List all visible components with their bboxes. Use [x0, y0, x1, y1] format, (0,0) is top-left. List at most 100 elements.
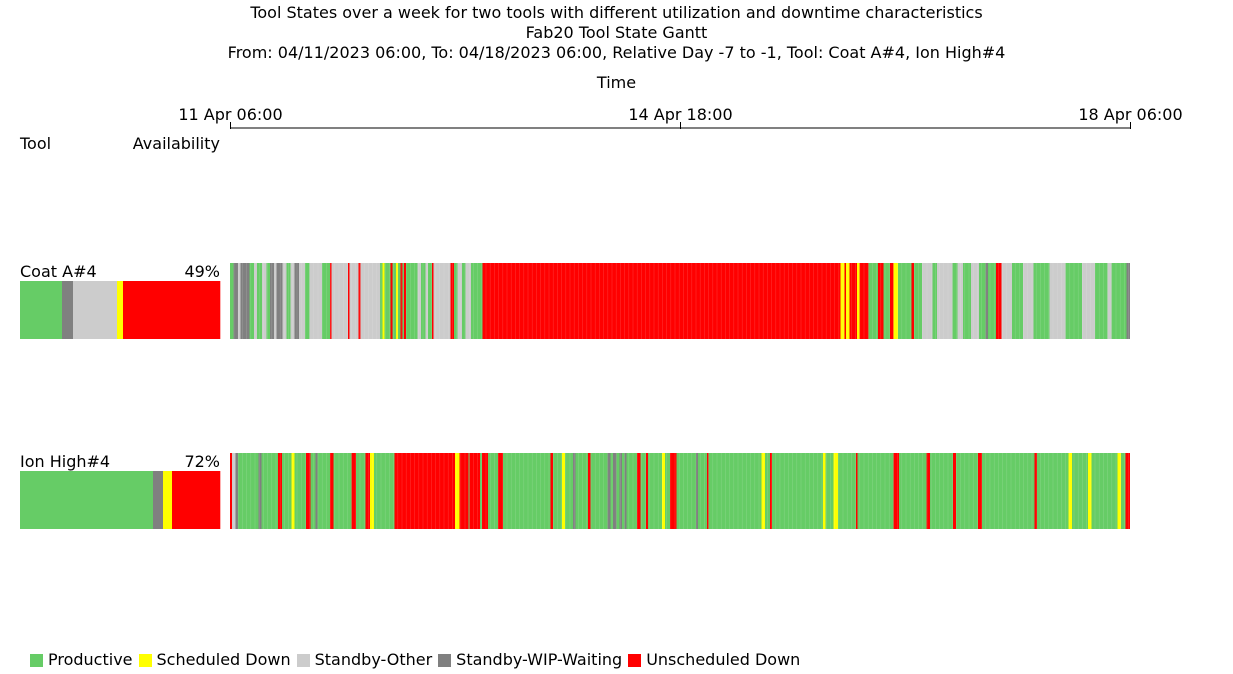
gantt-segment-standby-other — [937, 263, 953, 339]
gantt-segment-productive — [402, 263, 405, 339]
gantt-segment-standby-other — [282, 263, 287, 339]
gantt-segment-productive — [932, 263, 938, 339]
gantt-segment-productive — [421, 263, 426, 339]
gantt-segment-productive — [955, 453, 979, 529]
summary-segment-productive — [20, 471, 154, 529]
gantt-segment-scheduled-down — [1068, 453, 1072, 529]
gantt-segment-productive — [503, 453, 551, 529]
gantt-segment-unscheduled-down — [394, 453, 455, 529]
availability-column-header: Availability — [132, 134, 220, 153]
gantt-segment-unscheduled-down — [637, 453, 641, 529]
gantt-segment-productive — [380, 263, 383, 339]
legend-label-standby-wip-waiting: Standby-WIP-Waiting — [456, 650, 623, 669]
gantt-segment-unscheduled-down — [390, 263, 393, 339]
gantt-segment-unscheduled-down — [706, 453, 709, 529]
gantt-segment-standby-other — [1022, 263, 1034, 339]
gantt-segment-standby-other — [349, 263, 359, 339]
gantt-segment-productive — [640, 453, 647, 529]
gantt-segment-productive — [988, 263, 997, 339]
gantt-segment-scheduled-down — [382, 263, 385, 339]
gantt-segment-productive — [333, 453, 352, 529]
gantt-segment-productive — [575, 453, 589, 529]
gantt-segment-productive — [647, 453, 663, 529]
legend-label-standby-other: Standby-Other — [314, 650, 433, 669]
legend: Productive Scheduled Down Standby-Other … — [30, 650, 806, 670]
x-tick-label: 14 Apr 18:00 — [628, 105, 732, 124]
gantt-segment-unscheduled-down — [365, 453, 371, 529]
gantt-segment-unscheduled-down — [849, 263, 857, 339]
gantt-segment-productive — [981, 453, 1035, 529]
legend-label-unscheduled-down: Unscheduled Down — [646, 650, 801, 669]
gantt-segment-standby-other — [331, 263, 348, 339]
gantt-segment-productive — [897, 263, 912, 339]
gantt-segment-productive — [480, 453, 482, 529]
chart-date-range: From: 04/11/2023 06:00, To: 04/18/2023 0… — [227, 43, 1006, 62]
gantt-segment-unscheduled-down — [953, 453, 956, 529]
gantt-segment-scheduled-down — [396, 263, 398, 339]
gantt-segment-productive — [454, 263, 458, 339]
gantt-segment-productive — [462, 263, 466, 339]
gantt-segment-productive — [590, 453, 608, 529]
gantt-segment-standby-wip-waiting — [607, 453, 611, 529]
gantt-segment-standby-other — [1107, 263, 1112, 339]
gantt-segment-standby-other — [971, 263, 980, 339]
gantt-segment-productive — [392, 263, 397, 339]
legend-item-standby-other: Standby-Other — [296, 650, 433, 670]
gantt-segment-productive — [397, 263, 401, 339]
legend-item-standby-wip-waiting: Standby-WIP-Waiting — [438, 650, 622, 670]
gantt-segment-unscheduled-down — [351, 453, 356, 529]
gantt-segment-productive — [1121, 453, 1126, 529]
gantt-segment-standby-other — [290, 263, 295, 339]
gantt-segment-scheduled-down — [455, 453, 460, 529]
gantt-segment-unscheduled-down — [330, 453, 334, 529]
gantt-segment-unscheduled-down — [770, 453, 772, 529]
gantt-segment-productive — [317, 453, 330, 529]
gantt-segment-productive — [428, 263, 432, 339]
x-tick-label: 18 Apr 06:00 — [1078, 105, 1182, 124]
legend-item-scheduled-down: Scheduled Down — [138, 650, 291, 670]
gantt-segment-productive — [1071, 453, 1089, 529]
gantt-segment-unscheduled-down — [400, 263, 403, 339]
gantt-segment-standby-other — [425, 263, 429, 339]
gantt-segment-productive — [838, 453, 856, 529]
gantt-segment-unscheduled-down — [978, 453, 982, 529]
legend-swatch-scheduled-down — [138, 653, 152, 667]
gantt-segment-unscheduled-down — [855, 453, 858, 529]
gantt-segment-productive — [355, 453, 366, 529]
gantt-segment-scheduled-down — [833, 453, 839, 529]
gantt-segment-productive — [610, 453, 614, 529]
gantt-segment-standby-other — [957, 263, 964, 339]
gantt-segment-standby-wip-waiting — [240, 263, 250, 339]
gantt-segment-unscheduled-down — [889, 263, 894, 339]
gantt-segment-scheduled-down — [562, 453, 565, 529]
x-axis-title: Time — [596, 73, 637, 92]
gantt-segment-standby-wip-waiting — [258, 453, 262, 529]
gantt-segment-standby-wip-waiting — [696, 453, 698, 529]
gantt-segment-unscheduled-down — [431, 263, 434, 339]
gantt-segment-unscheduled-down — [1034, 453, 1038, 529]
chart-subtitle: Fab20 Tool State Gantt — [525, 23, 708, 42]
gantt-segment-productive — [764, 453, 771, 529]
gantt-segment-standby-other — [262, 263, 267, 339]
tool-availability: 72% — [184, 452, 220, 471]
gantt-segment-scheduled-down — [846, 263, 850, 339]
gantt-segment-productive — [1012, 263, 1023, 339]
gantt-segment-productive — [249, 263, 255, 339]
gantt-segment-scheduled-down — [856, 263, 860, 339]
gantt-segment-productive — [256, 263, 263, 339]
gantt-segment-productive — [1095, 263, 1108, 339]
gantt-segment-productive — [305, 263, 310, 339]
gantt-segment-standby-other — [433, 263, 451, 339]
gantt-segment-unscheduled-down — [404, 263, 406, 339]
gantt-segment-standby-other — [231, 453, 236, 529]
gantt-segment-scheduled-down — [370, 453, 374, 529]
summary-segment-productive — [20, 281, 63, 339]
gantt-segment-standby-wip-waiting — [624, 453, 627, 529]
gantt-segment-productive — [238, 453, 259, 529]
gantt-segment-scheduled-down — [1117, 453, 1122, 529]
gantt-segment-productive — [626, 453, 638, 529]
gantt-segment-standby-wip-waiting — [276, 263, 283, 339]
summary-segment-standby-wip-waiting — [153, 471, 164, 529]
gantt-segment-productive — [310, 453, 316, 529]
summary-segment-scheduled-down — [117, 281, 124, 339]
